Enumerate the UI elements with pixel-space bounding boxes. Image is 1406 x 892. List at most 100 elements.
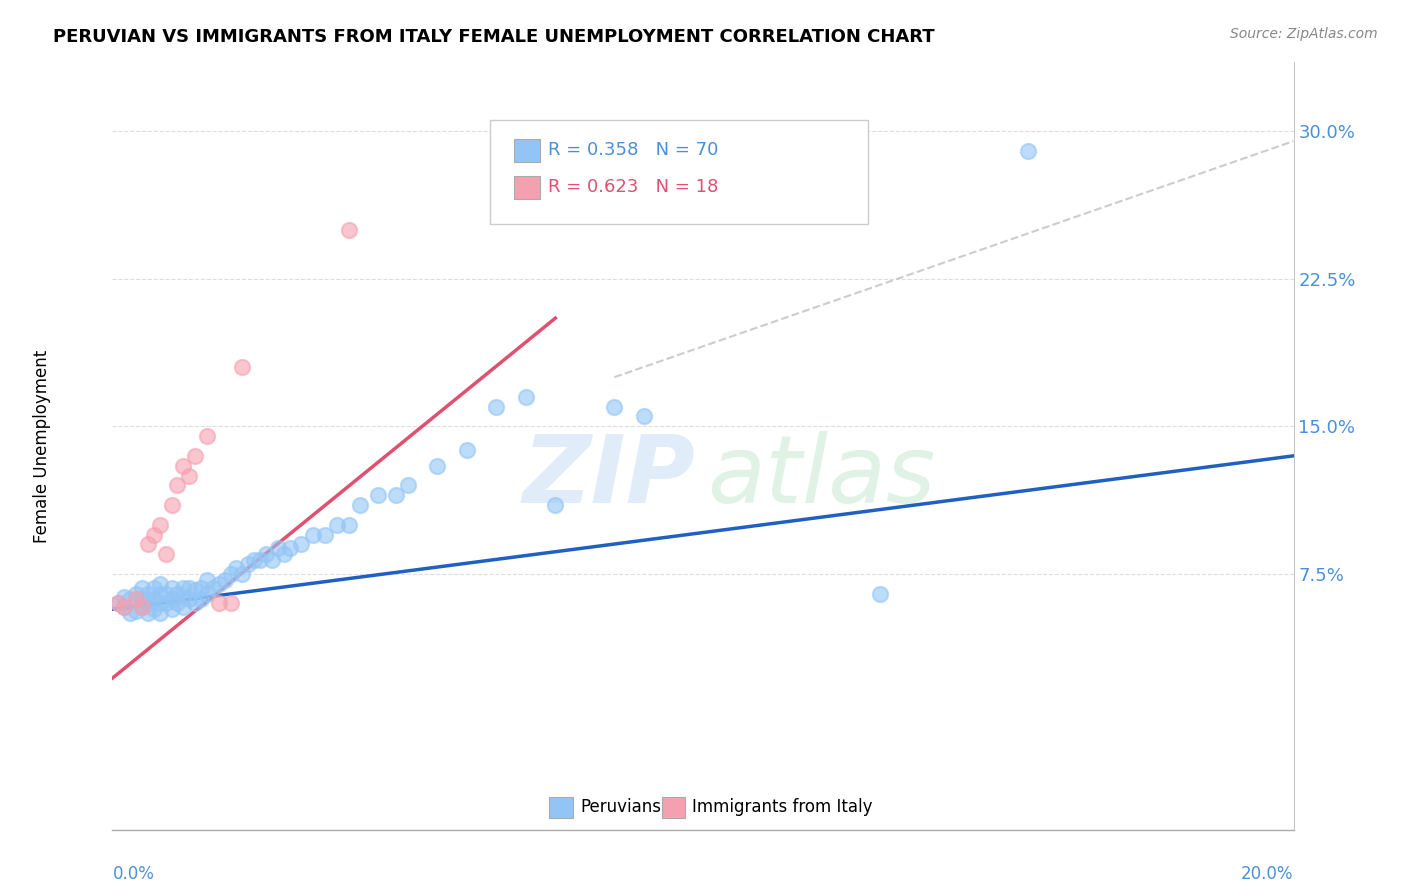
Point bbox=[260, 553, 283, 567]
Point bbox=[219, 596, 242, 610]
Text: 0.0%: 0.0% bbox=[112, 865, 155, 883]
Point bbox=[231, 360, 253, 375]
Text: Female Unemployment: Female Unemployment bbox=[32, 350, 51, 542]
Point bbox=[337, 222, 360, 236]
Point bbox=[219, 566, 242, 581]
Point bbox=[367, 488, 389, 502]
Text: ZIP: ZIP bbox=[522, 431, 695, 523]
Point bbox=[278, 541, 301, 556]
Point bbox=[166, 478, 188, 492]
Point bbox=[131, 592, 153, 607]
Point bbox=[142, 592, 165, 607]
Point bbox=[160, 602, 183, 616]
FancyBboxPatch shape bbox=[515, 139, 540, 162]
Point bbox=[184, 582, 207, 597]
Point bbox=[160, 581, 183, 595]
Point bbox=[208, 576, 231, 591]
Point bbox=[190, 592, 212, 607]
Point bbox=[107, 596, 129, 610]
Point bbox=[179, 581, 201, 595]
Point bbox=[172, 581, 194, 595]
Point bbox=[201, 581, 224, 595]
Point bbox=[142, 581, 165, 595]
Point bbox=[515, 390, 537, 404]
Point bbox=[385, 488, 408, 502]
Point bbox=[131, 581, 153, 595]
Point bbox=[160, 592, 183, 607]
Point bbox=[225, 561, 247, 575]
Point bbox=[125, 592, 148, 607]
Point bbox=[136, 606, 159, 620]
Point bbox=[544, 498, 567, 512]
Point bbox=[249, 553, 271, 567]
FancyBboxPatch shape bbox=[662, 797, 685, 818]
Text: R = 0.623   N = 18: R = 0.623 N = 18 bbox=[548, 178, 718, 195]
Text: 20.0%: 20.0% bbox=[1241, 865, 1294, 883]
FancyBboxPatch shape bbox=[550, 797, 574, 818]
Point bbox=[155, 547, 177, 561]
Point bbox=[120, 592, 142, 607]
Point bbox=[112, 591, 135, 605]
Point bbox=[195, 573, 218, 587]
Point bbox=[231, 566, 253, 581]
Point bbox=[149, 576, 172, 591]
Point bbox=[172, 458, 194, 473]
Point bbox=[184, 449, 207, 463]
Point bbox=[214, 573, 236, 587]
Point bbox=[136, 537, 159, 551]
Point bbox=[1017, 144, 1039, 158]
Point bbox=[290, 537, 312, 551]
Point bbox=[112, 600, 135, 615]
Point bbox=[190, 581, 212, 595]
Point bbox=[125, 586, 148, 600]
Point bbox=[326, 517, 349, 532]
Point bbox=[456, 442, 478, 457]
FancyBboxPatch shape bbox=[491, 120, 869, 224]
Point bbox=[314, 527, 336, 541]
Point bbox=[149, 606, 172, 620]
Point bbox=[426, 458, 449, 473]
Text: R = 0.358   N = 70: R = 0.358 N = 70 bbox=[548, 141, 718, 159]
Point bbox=[254, 547, 277, 561]
Point bbox=[166, 586, 188, 600]
Point bbox=[155, 586, 177, 600]
Point bbox=[149, 586, 172, 600]
Point bbox=[142, 602, 165, 616]
Point bbox=[238, 557, 260, 571]
Point bbox=[179, 592, 201, 607]
Point bbox=[172, 591, 194, 605]
Point bbox=[125, 604, 148, 618]
FancyBboxPatch shape bbox=[515, 176, 540, 199]
Point bbox=[603, 400, 626, 414]
Point bbox=[172, 600, 194, 615]
Point bbox=[273, 547, 295, 561]
Point bbox=[136, 586, 159, 600]
Point bbox=[208, 596, 231, 610]
Point bbox=[349, 498, 371, 512]
Point bbox=[166, 596, 188, 610]
Point bbox=[131, 600, 153, 615]
Point bbox=[149, 596, 172, 610]
Point bbox=[184, 596, 207, 610]
Point bbox=[149, 517, 172, 532]
Point bbox=[179, 468, 201, 483]
Point bbox=[195, 586, 218, 600]
Point bbox=[155, 596, 177, 610]
Point bbox=[633, 409, 655, 424]
Text: Immigrants from Italy: Immigrants from Italy bbox=[692, 798, 873, 816]
Point bbox=[120, 606, 142, 620]
Text: Peruvians: Peruvians bbox=[581, 798, 661, 816]
Point bbox=[337, 517, 360, 532]
Text: Source: ZipAtlas.com: Source: ZipAtlas.com bbox=[1230, 27, 1378, 41]
Point bbox=[267, 541, 290, 556]
Point bbox=[869, 586, 891, 600]
Point bbox=[131, 600, 153, 615]
Point bbox=[195, 429, 218, 443]
Text: atlas: atlas bbox=[707, 431, 935, 522]
Point bbox=[112, 600, 135, 615]
Point bbox=[396, 478, 419, 492]
Point bbox=[160, 498, 183, 512]
Point bbox=[243, 553, 266, 567]
Point bbox=[485, 400, 508, 414]
Point bbox=[136, 596, 159, 610]
